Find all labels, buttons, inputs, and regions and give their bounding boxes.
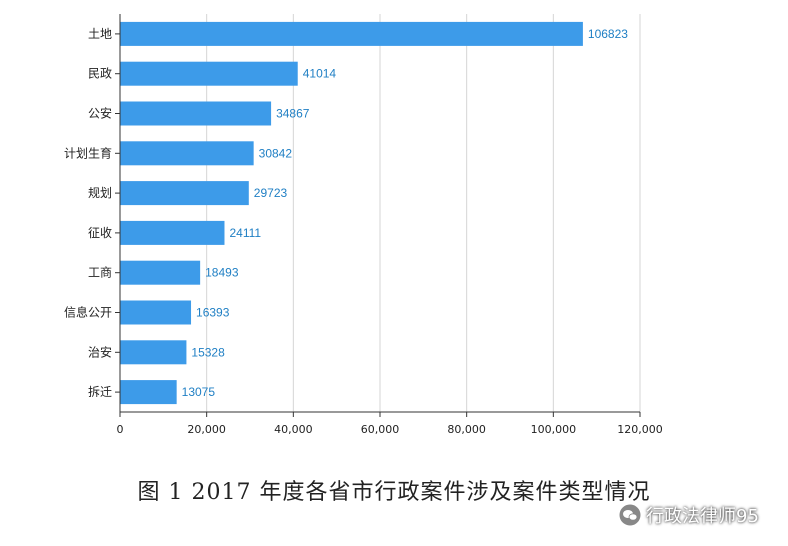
x-tick-label: 0 [117, 423, 124, 436]
x-tick-label: 100,000 [531, 423, 577, 436]
category-label: 土地 [88, 27, 112, 41]
category-label: 计划生育 [64, 145, 112, 160]
bars: 106823 41014 34867 30842 29723 24111 18493 1639… [120, 21, 628, 405]
category-label: 公安 [88, 106, 112, 121]
data-label: 18493 [205, 266, 239, 280]
data-label: 24111 [229, 226, 261, 240]
bar-chart: 106823 41014 34867 30842 29723 24111 18493 1639… [64, 14, 663, 436]
data-label: 13075 [182, 385, 216, 399]
data-label: 29723 [254, 186, 288, 200]
bar [120, 380, 177, 405]
category-label: 拆迁 [88, 384, 112, 399]
data-label: 30842 [259, 146, 293, 160]
axes: 0 20,000 40,000 60,000 80,000 100,000 120,000 土… [64, 14, 663, 436]
category-label: 民政 [88, 67, 112, 81]
category-label: 征收 [88, 226, 112, 240]
x-tick-label: 60,000 [361, 423, 400, 436]
data-label: 16393 [196, 306, 230, 320]
data-label: 34867 [276, 107, 310, 121]
x-tick-label: 80,000 [447, 423, 486, 436]
data-label: 41014 [303, 67, 337, 81]
x-tick-label: 120,000 [617, 423, 663, 436]
bar [120, 141, 254, 166]
bar [120, 61, 298, 86]
category-label: 治安 [88, 344, 112, 359]
category-label: 信息公开 [64, 305, 112, 320]
figure-caption: 图 1 2017 年度各省市行政案件涉及案件类型情况 [137, 480, 651, 505]
x-tick-label: 20,000 [187, 423, 226, 436]
bar [120, 260, 201, 285]
bar [120, 300, 192, 325]
bar [120, 340, 187, 365]
bar [120, 101, 272, 126]
data-label: 106823 [588, 27, 628, 41]
watermark: 行政法律师95 [618, 500, 759, 530]
bar [120, 220, 225, 245]
watermark-text: 行政法律师95 [646, 506, 759, 527]
bar [120, 181, 249, 206]
bar [120, 21, 583, 46]
category-label: 工商 [88, 265, 112, 280]
category-label: 规划 [88, 185, 112, 200]
x-tick-label: 40,000 [274, 423, 313, 436]
data-label: 15328 [191, 345, 225, 359]
wechat-icon [618, 503, 642, 527]
